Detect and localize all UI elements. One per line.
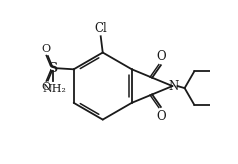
Text: S: S — [48, 62, 57, 75]
Text: O: O — [41, 82, 50, 92]
Text: O: O — [156, 50, 166, 62]
Text: O: O — [156, 110, 166, 123]
Text: O: O — [41, 44, 50, 54]
Text: N: N — [168, 80, 178, 92]
Text: NH₂: NH₂ — [42, 84, 66, 94]
Text: Cl: Cl — [94, 22, 107, 35]
